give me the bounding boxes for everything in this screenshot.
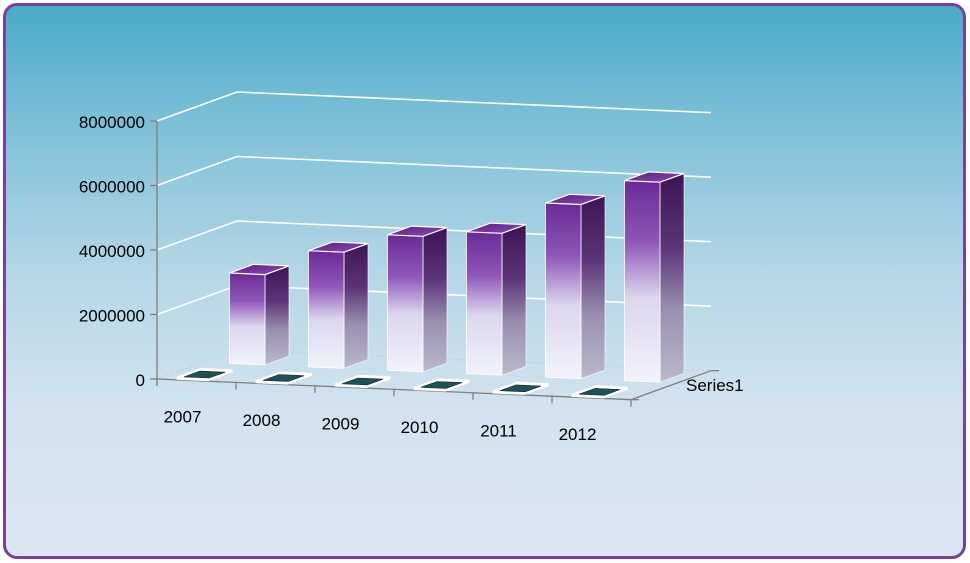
value-tick-label: 2000000	[79, 307, 145, 326]
bar	[387, 225, 448, 373]
floor-markers	[176, 367, 628, 399]
category-label: 2010	[401, 418, 439, 437]
bar-top	[545, 193, 606, 206]
labels: 0 2000000 4000000 6000000 8000000 2007 2008 200…	[79, 113, 744, 444]
value-tick-label: 4000000	[79, 242, 145, 261]
bar-front	[545, 202, 582, 380]
bar-side	[343, 243, 369, 369]
floor-marker	[262, 374, 305, 382]
bar	[308, 241, 369, 369]
bar-side	[264, 265, 290, 366]
value-tick-label: 8000000	[79, 113, 145, 132]
bar-top	[308, 241, 369, 253]
category-label: 2011	[480, 422, 517, 441]
bar-top	[387, 225, 448, 237]
gridline	[156, 155, 712, 187]
bar-side	[580, 195, 606, 380]
category-label: 2012	[559, 425, 597, 444]
bar	[229, 263, 290, 366]
floor-marker	[420, 381, 463, 389]
depth-axis-line	[630, 370, 712, 401]
bars	[229, 171, 685, 383]
axes	[150, 120, 719, 407]
bar-front	[229, 272, 266, 366]
bar-side	[501, 224, 527, 376]
bar-side	[659, 173, 685, 383]
bar-top	[466, 222, 527, 234]
chart-frame: 0 2000000 4000000 6000000 8000000 2007 2008 200…	[3, 3, 966, 559]
category-label: 2009	[322, 415, 360, 434]
bar	[466, 222, 527, 376]
floor-marker	[183, 370, 226, 379]
chart-plot: 0 2000000 4000000 6000000 8000000 2007 2008 200…	[79, 91, 744, 444]
floor-marker	[499, 384, 542, 393]
floor-marker	[578, 388, 621, 396]
bar	[624, 171, 685, 383]
bar	[545, 193, 606, 380]
bar-front	[466, 231, 503, 376]
series-label: Series1	[686, 376, 744, 395]
bar-top	[624, 171, 685, 183]
gridline	[156, 91, 712, 122]
floor-side-edge	[156, 349, 238, 380]
bar-side	[422, 227, 448, 373]
category-label: 2008	[243, 411, 281, 430]
bar-front	[308, 250, 345, 369]
category-label: 2007	[164, 408, 202, 427]
floor-marker	[341, 377, 384, 386]
bar-front	[387, 234, 424, 373]
value-tick-label: 0	[136, 371, 145, 390]
bar-front	[624, 180, 661, 383]
bar-top	[229, 263, 290, 276]
value-tick-label: 6000000	[79, 178, 145, 197]
